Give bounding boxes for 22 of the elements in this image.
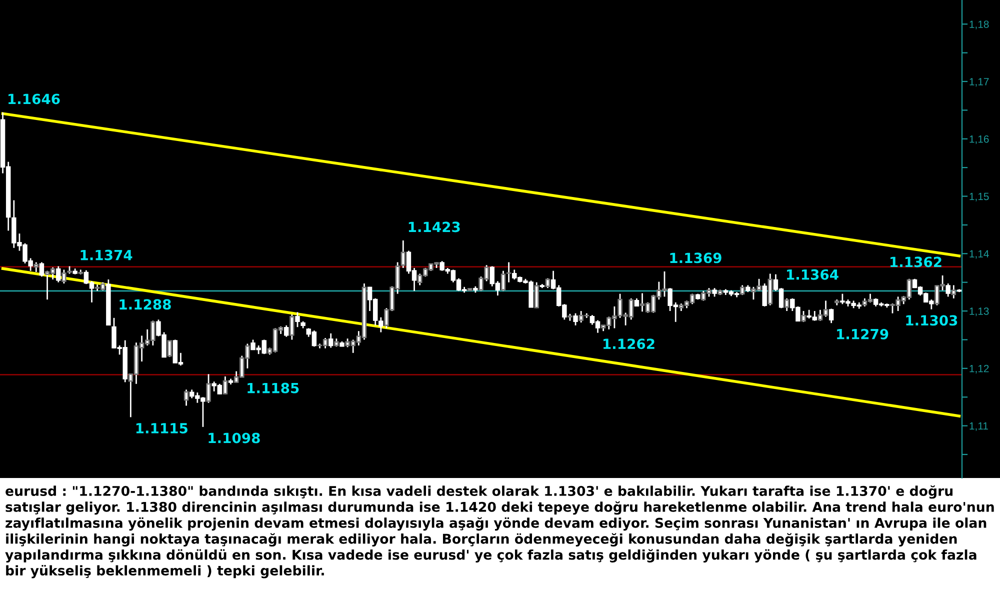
text: eurusd : "1.1270-1.1380" bandında sıkıştı. En kısa vadeli destek olarak 1.1303' e bakılabilir. Yukarı tarafta ise 1.1370' e doğru satışlar geliyor. 1.1380 direncinin aşılması durumunda ise 1.1420 deki tepeye doğru hareketlenme olabilir. Ana trend hala euro'nun zayıflatılmasına yönelik projenin devam etmesi dolayısıyla aşağı yönde devam ediyor. Seçim sonrası Yunanistan' ın Avrupa ile olan ilişkilerinin hangi noktaya taşınacağı merak ediliyor hala. Borçların ödenmeyeceği konusundan daha değişik şartlarda yeniden yapılandırma şıkkına dönüldü en son. Kısa vadede ise eurusd' ye çok fazla satış geldiğinden yukarı yönde ( şu şartlarda çok fazla bir yükseliş beklenmemeli ) tepki gelebilir.: [5, 485, 994, 578]
text: 1.1646: [8, 94, 60, 104]
text: 1.1374: [80, 250, 132, 260]
y-tick-label: 1,11: [970, 422, 988, 431]
text: 1.1098: [208, 432, 260, 444]
text: 1.1364: [787, 269, 838, 280]
y-tick-label: 1,12: [970, 364, 989, 374]
text: 1.1115: [136, 423, 188, 434]
y-tick-label: 1,16: [970, 135, 989, 144]
text: 1.1279: [837, 328, 888, 340]
text: 1.1362: [890, 256, 942, 268]
text: 1.1185: [248, 382, 299, 394]
text: 1.1262: [604, 338, 654, 350]
y-tick-label: 1,15: [970, 192, 989, 202]
text: 1.1369: [670, 252, 722, 264]
text: 1.1423: [408, 222, 460, 232]
y-tick-label: 1,18: [970, 20, 989, 30]
text: 1.1303: [906, 315, 958, 326]
y-tick-label: 1,13: [970, 308, 989, 316]
y-tick-label: 1,17: [970, 78, 989, 87]
text: 1.1288: [120, 299, 171, 310]
y-tick-label: 1,14: [970, 250, 989, 259]
